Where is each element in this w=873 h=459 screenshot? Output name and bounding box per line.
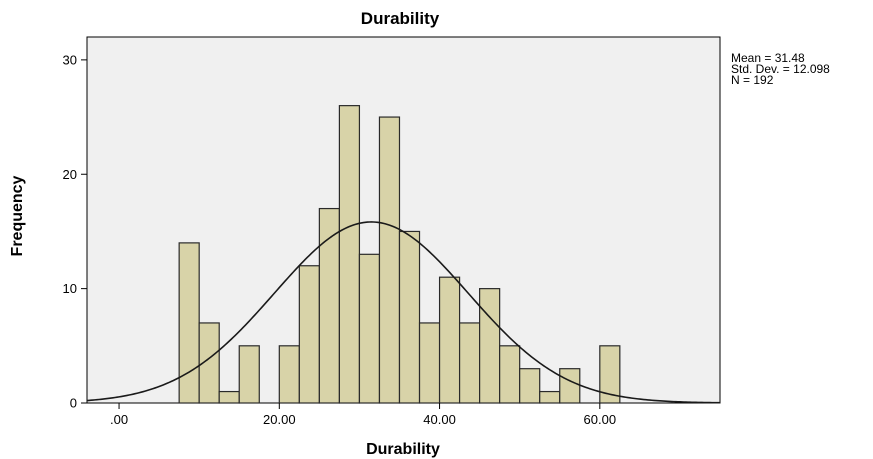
x-axis-label: Durability xyxy=(366,441,440,458)
normal-curve xyxy=(86,221,721,404)
histogram-bar xyxy=(278,345,300,404)
histogram-bar xyxy=(539,390,561,404)
stat-n: N = 192 xyxy=(731,73,774,87)
summary-statistics: Mean = 31.48 Std. Dev. = 12.098 N = 192 xyxy=(731,51,830,87)
x-tick-label: 20.00 xyxy=(263,412,296,427)
histogram-bar xyxy=(238,345,260,404)
histogram-bar xyxy=(438,276,461,404)
y-tick-label: 30 xyxy=(63,52,77,67)
histogram-bar xyxy=(519,368,541,404)
histogram-bars xyxy=(178,105,621,404)
y-tick-label: 0 xyxy=(70,396,77,411)
x-axis: .00 20.00 40.00 60.00 xyxy=(110,403,616,427)
histogram-bar xyxy=(338,105,361,404)
histogram-bar xyxy=(358,253,381,404)
stat-mean: Mean = 31.48 xyxy=(731,51,805,65)
x-tick-label: .00 xyxy=(110,412,128,427)
histogram-bar xyxy=(178,242,200,404)
histogram-bar xyxy=(218,390,240,404)
stat-std-dev: Std. Dev. = 12.098 xyxy=(731,62,830,76)
histogram-bar xyxy=(559,368,581,404)
histogram-bar xyxy=(378,116,401,404)
y-axis: 0 10 20 30 xyxy=(63,52,87,411)
histogram-bar xyxy=(298,265,320,404)
chart-title: Durability xyxy=(361,9,440,28)
x-tick-label: 40.00 xyxy=(423,412,456,427)
histogram-bar xyxy=(479,288,501,404)
x-tick-label: 60.00 xyxy=(584,412,617,427)
histogram-bar xyxy=(599,345,621,404)
y-axis-label: Frequency xyxy=(9,175,26,256)
histogram-bar xyxy=(418,322,441,404)
histogram-bar xyxy=(458,322,481,404)
histogram-bar xyxy=(499,345,521,404)
histogram-bar xyxy=(398,230,421,404)
y-tick-label: 10 xyxy=(63,281,77,296)
histogram-bar xyxy=(198,322,220,404)
y-tick-label: 20 xyxy=(63,167,77,182)
